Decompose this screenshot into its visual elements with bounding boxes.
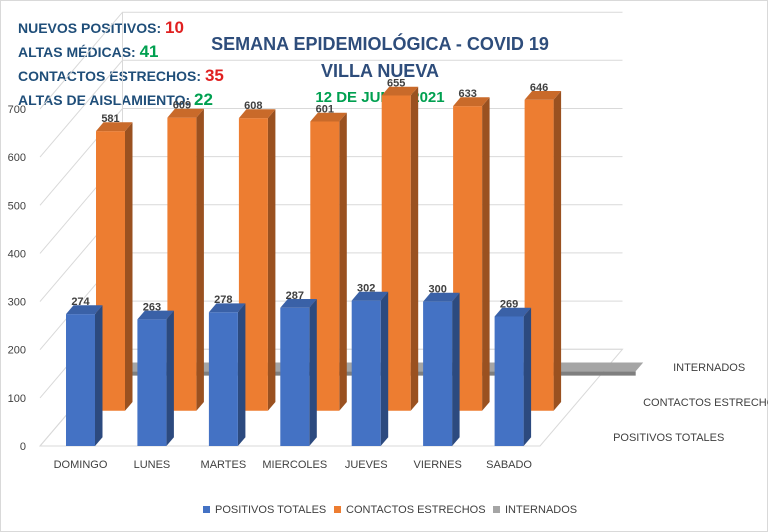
bar-side	[553, 91, 562, 411]
depth-axis-label: INTERNADOS	[673, 362, 745, 374]
bar-side	[196, 108, 204, 411]
data-label: 269	[500, 298, 518, 310]
data-label: 300	[428, 284, 446, 296]
bar	[167, 117, 197, 411]
legend-swatch	[493, 506, 500, 513]
y-tick-label: 0	[20, 441, 26, 453]
bar-side	[125, 122, 133, 411]
x-tick-label: DOMINGO	[54, 459, 108, 471]
y-tick-label: 200	[8, 345, 26, 357]
bar-side	[410, 86, 419, 411]
y-tick-label: 600	[8, 152, 26, 164]
data-label: 287	[286, 290, 304, 302]
x-tick-label: SABADO	[486, 459, 532, 471]
bar	[381, 95, 411, 411]
y-tick-label: 300	[8, 297, 26, 309]
data-label: 608	[244, 100, 262, 112]
bar-side	[95, 305, 103, 446]
bar	[238, 118, 268, 411]
bar	[280, 307, 310, 446]
y-tick-label: 100	[8, 393, 26, 405]
stat-label: NUEVOS POSITIVOS:	[18, 20, 166, 36]
bar	[423, 301, 453, 446]
bar-top	[453, 97, 490, 107]
legend-label: POSITIVOS TOTALES	[215, 504, 327, 516]
depth-axis-label: CONTACTOS ESTRECHOS	[643, 397, 768, 409]
stat-value: 35	[204, 66, 224, 85]
bar	[66, 314, 95, 446]
bar-side	[452, 292, 460, 446]
y-tick-label: 500	[8, 200, 26, 212]
bar-side	[309, 299, 317, 446]
legend-item-internados: INTERNADOS	[493, 504, 577, 516]
bar-top	[494, 307, 532, 317]
stat-nuevos-positivos: NUEVOS POSITIVOS: 10	[18, 18, 184, 38]
bar	[137, 319, 167, 446]
x-tick-label: VIERNES	[413, 459, 461, 471]
chart-title: SEMANA EPIDEMIOLÓGICA - COVID 19	[211, 34, 549, 54]
bar	[453, 106, 483, 411]
data-label: 263	[143, 301, 161, 313]
data-label: 633	[458, 88, 476, 100]
bar-side	[166, 310, 174, 446]
legend-item-contactos: CONTACTOS ESTRECHOS	[334, 504, 486, 516]
bar-top	[381, 86, 419, 96]
data-label: 274	[71, 296, 90, 308]
bar-top	[310, 112, 347, 122]
bar-top	[524, 91, 562, 100]
legend-swatch	[334, 506, 341, 513]
data-label: 581	[101, 113, 119, 125]
bar-side	[380, 291, 389, 446]
bar-top	[208, 303, 246, 313]
data-label: 302	[357, 283, 375, 295]
bar	[524, 99, 554, 411]
bar-side	[237, 303, 246, 446]
data-label: 601	[316, 103, 334, 115]
stat-altas-aislamiento: ALTAS DE AISLAMIENTO: 22	[18, 90, 213, 110]
legend-label: CONTACTOS ESTRECHOS	[346, 504, 486, 516]
bar-top	[96, 122, 133, 132]
bar-side	[482, 97, 490, 411]
bar-top	[66, 305, 103, 315]
bar-top	[280, 299, 317, 308]
stat-value: 41	[139, 42, 159, 61]
x-tick-label: JUEVES	[345, 459, 388, 471]
x-tick-label: LUNES	[134, 459, 171, 471]
stat-label: ALTAS MÉDICAS:	[18, 44, 140, 60]
legend-swatch	[203, 506, 210, 513]
x-tick-label: MIERCOLES	[262, 459, 327, 471]
bar-top	[423, 292, 460, 302]
bar	[208, 312, 238, 446]
x-tick-label: MARTES	[201, 459, 247, 471]
bar-top	[167, 108, 204, 118]
data-label: 609	[173, 100, 191, 112]
y-tick-label: 700	[8, 104, 26, 116]
bar	[310, 121, 340, 411]
bar	[351, 300, 381, 446]
data-label: 646	[530, 82, 548, 94]
chart-subtitle: VILLA NUEVA	[320, 61, 439, 81]
stat-value: 22	[194, 90, 213, 109]
legend-item-positivos: POSITIVOS TOTALES	[203, 504, 326, 516]
stat-label: ALTAS DE AISLAMIENTO:	[18, 92, 195, 108]
depth-axis-label: POSITIVOS TOTALES	[613, 432, 724, 444]
bar-top	[238, 109, 276, 119]
data-label: 655	[387, 77, 405, 89]
data-label: 278	[214, 294, 232, 306]
bar-top	[137, 310, 174, 320]
bar-side	[523, 307, 532, 446]
bar-side	[267, 109, 276, 411]
bar	[494, 316, 524, 446]
bar-top	[351, 291, 389, 301]
bar	[96, 131, 125, 411]
y-tick-label: 400	[8, 248, 26, 260]
stat-altas-medicas: ALTAS MÉDICAS: 41	[18, 42, 159, 62]
legend-label: INTERNADOS	[505, 504, 578, 516]
bar-side	[339, 112, 347, 411]
stat-value: 10	[165, 18, 184, 37]
